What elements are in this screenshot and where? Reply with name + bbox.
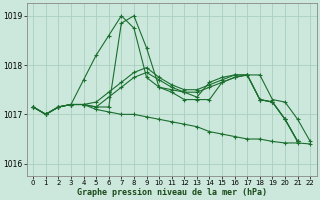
X-axis label: Graphe pression niveau de la mer (hPa): Graphe pression niveau de la mer (hPa) — [77, 188, 267, 197]
